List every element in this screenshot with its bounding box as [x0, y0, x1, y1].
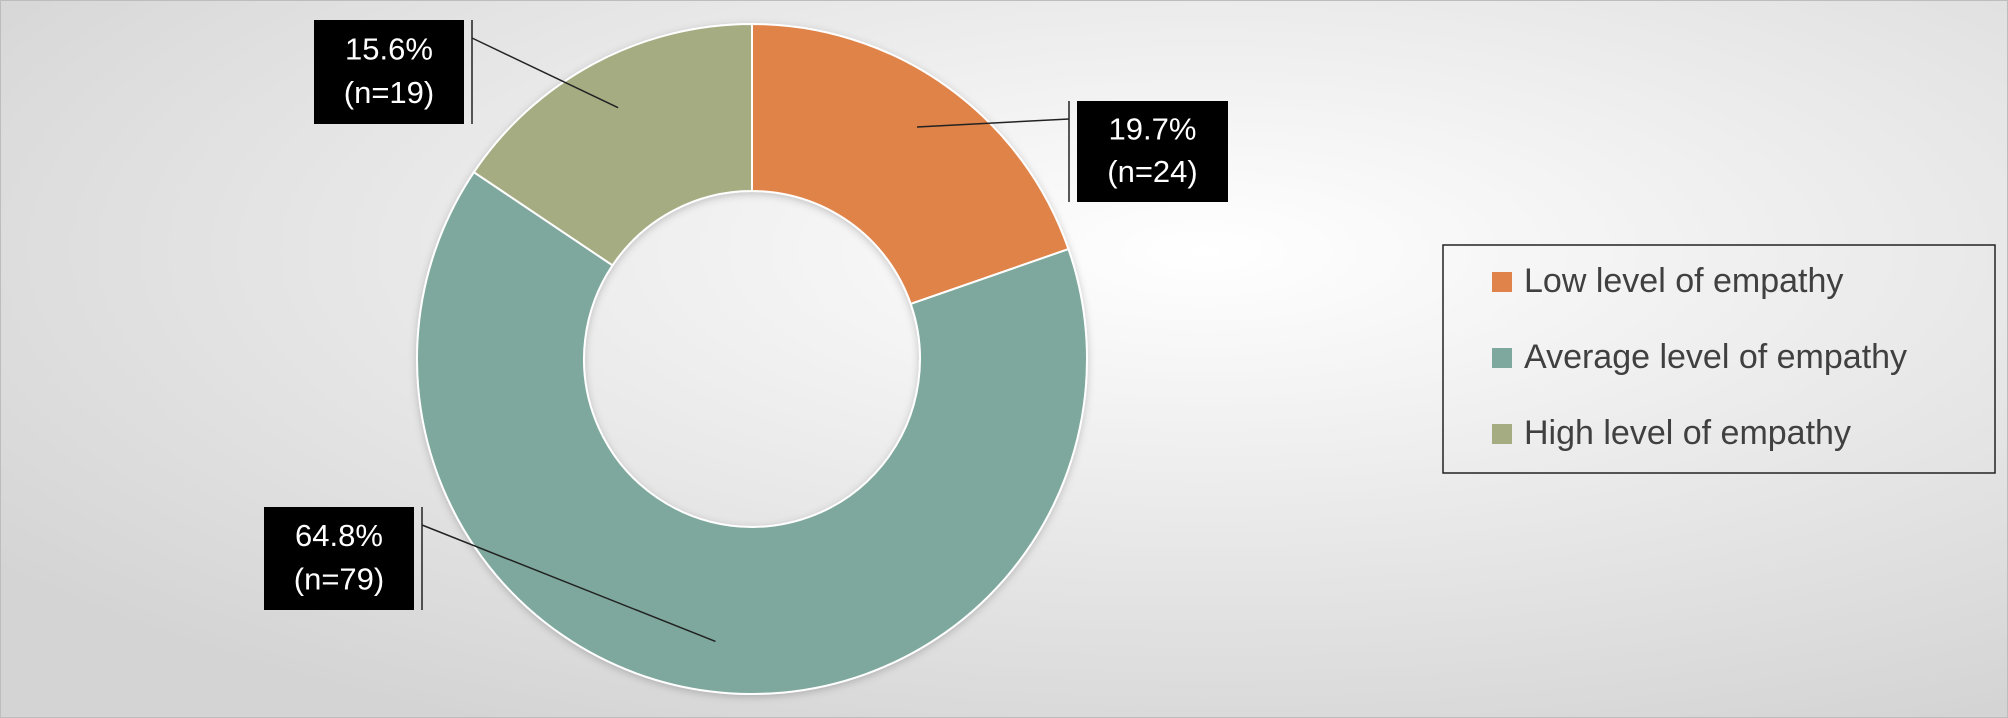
- data-label-count: (n=79): [294, 561, 384, 596]
- data-label-box: [264, 507, 414, 610]
- legend-label: High level of empathy: [1524, 414, 1851, 452]
- donut-slice: [416, 170, 1088, 695]
- legend-marker: [1492, 424, 1512, 444]
- leader-line: [471, 37, 619, 109]
- leader-line: [917, 118, 1070, 128]
- data-label: 19.7%: [1109, 111, 1197, 146]
- donut: [416, 22, 1088, 695]
- data-label: 15.6%: [345, 31, 433, 66]
- legend-label: Average level of empathy: [1524, 338, 1907, 376]
- legend-marker: [1492, 272, 1512, 292]
- legend-label: Low level of empathy: [1524, 262, 1843, 300]
- data-label: 64.8%: [295, 518, 383, 553]
- donut-slice: [472, 22, 753, 267]
- data-label-box: [314, 20, 464, 124]
- leader-line: [421, 524, 716, 643]
- legend-marker: [1492, 348, 1512, 368]
- donut-slice: [751, 22, 1070, 306]
- data-label-count: (n=19): [344, 75, 434, 110]
- data-label-box: [1077, 101, 1228, 202]
- data-label-count: (n=24): [1107, 154, 1197, 189]
- legend-box: [1442, 244, 1996, 474]
